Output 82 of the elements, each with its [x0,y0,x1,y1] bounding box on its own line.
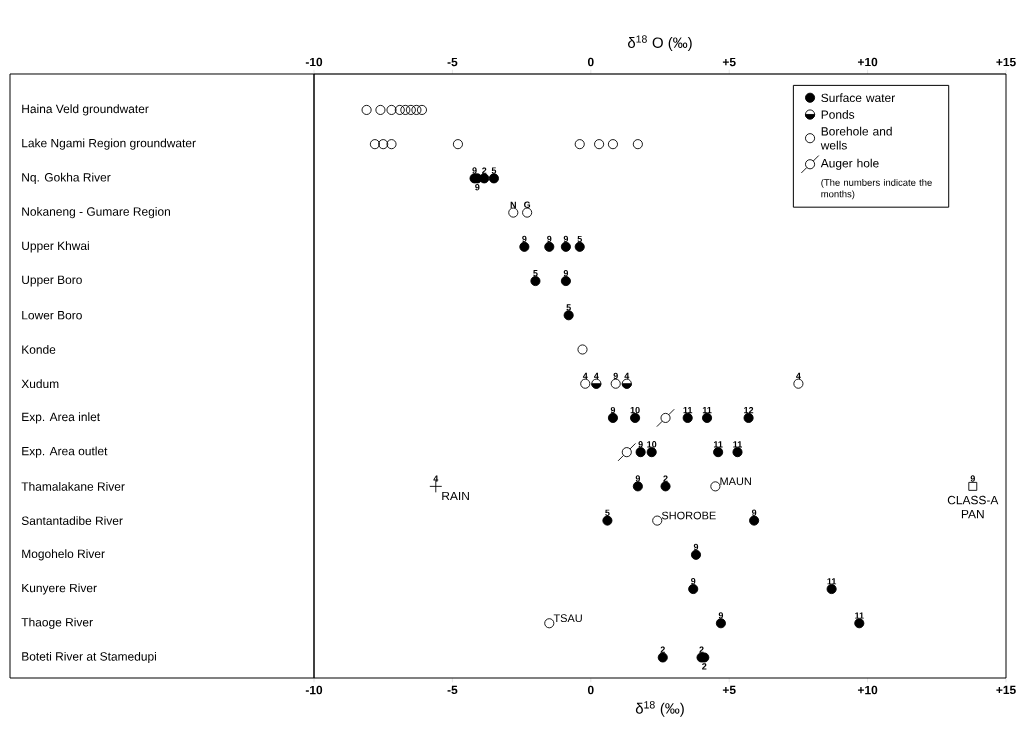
x2-tick-label: -10 [305,57,323,67]
x2-tick-label: +10 [857,57,878,67]
annotation: 9 [613,372,618,380]
series-label: RAIN [442,491,469,501]
y-tick-label: Exp. Area outlet [22,446,108,458]
annotation: 5 [533,270,538,277]
annotation: 9 [635,475,641,482]
y-tick-label: Kunyere River [22,583,97,595]
annotation: N [510,201,516,208]
legend-label: Ponds [821,110,855,119]
annotation: 11 [827,578,837,585]
annotation: 9 [563,235,569,243]
legend-label: Auger hole [820,158,879,170]
y-tick-label: Mogohelo River [22,549,105,561]
annotation: 5 [491,167,497,174]
annotation: 12 [744,406,754,414]
annotation: 2 [702,663,707,670]
annotation: 9 [693,543,699,551]
legend-label: Surface water [821,93,895,103]
annotation: 11 [702,407,712,414]
annotation: 4 [433,475,439,482]
annotation: 4 [796,372,801,380]
annotation: 9 [638,441,643,448]
annotation: 2 [660,646,665,653]
x2-tick-label: 0 [587,57,594,67]
legend-label: Borehole and wells [820,126,892,150]
y-tick-label: Santantadibe River [21,516,123,525]
y-tick-label: Thamalakane River [21,481,125,491]
x-tick-label: +10 [857,685,878,695]
x-axis-title: δ$^{18}$ (‰) [635,701,684,717]
x-tick-label: +5 [722,685,736,695]
annotation: 9 [718,612,724,619]
series-label: CLASS-A PAN [947,495,999,519]
y-tick-label: Nokaneng - Gumare Region [22,207,170,219]
annotation: 9 [751,509,757,516]
x2-axis-title: δ$^{18}$ O (‰) [627,35,692,51]
annotation: G [524,201,531,208]
annotation: MAUN [720,477,751,486]
x2-tick-label: +5 [722,57,736,67]
annotation: 5 [577,235,582,243]
y-tick-label: Xudum [21,379,59,389]
annotation: 9 [472,167,477,174]
x2-tick-label: +15 [996,57,1016,67]
annotation: 4 [582,372,588,380]
y-tick-label: Lower Boro [22,311,82,320]
y-tick-label: Boteti River at Stamedupi [22,651,156,664]
annotation: 4 [593,372,599,380]
annotation: SHOROBE [661,511,716,520]
y-tick-label: Upper Boro [22,275,82,287]
annotation: 9 [610,406,616,414]
annotation: 2 [663,475,668,482]
y-tick-label: Konde [22,345,56,354]
y-tick-label: Thaoge River [21,617,93,629]
annotation: 11 [733,441,742,448]
annotation: 9 [563,270,569,277]
annotation: TSAU [553,614,582,623]
x-tick-label: -5 [447,685,458,695]
y-tick-label: Exp. Area inlet [22,412,101,424]
annotation: 10 [647,441,657,448]
x-tick-label: 0 [587,685,594,695]
y-tick-label: Upper Khwai [22,241,89,253]
annotation: 9 [691,578,696,585]
annotation: 11 [683,407,693,414]
x-tick-label: -10 [305,685,323,695]
annotation: 2 [482,167,487,174]
annotation: 4 [624,372,630,380]
y-tick-label: Lake Ngami Region groundwater [22,138,196,150]
y-tick-label: Nq. Gokha River [22,172,111,184]
annotation: 9 [522,235,527,243]
x-tick-label: +15 [996,685,1016,695]
y-tick-label: Haina Veld groundwater [22,104,149,116]
annotation: 9 [970,475,975,482]
annotation: (The numbers indicate the months) [821,178,932,200]
annotation: 5 [605,509,610,516]
annotation: 10 [630,406,640,414]
annotation: 9 [547,235,552,243]
annotation: 2 [699,646,704,653]
annotation: 11 [855,612,864,619]
annotation: 11 [713,441,723,448]
x2-tick-label: -5 [447,57,458,67]
annotation: 5 [566,304,571,311]
annotation: 9 [475,184,480,191]
